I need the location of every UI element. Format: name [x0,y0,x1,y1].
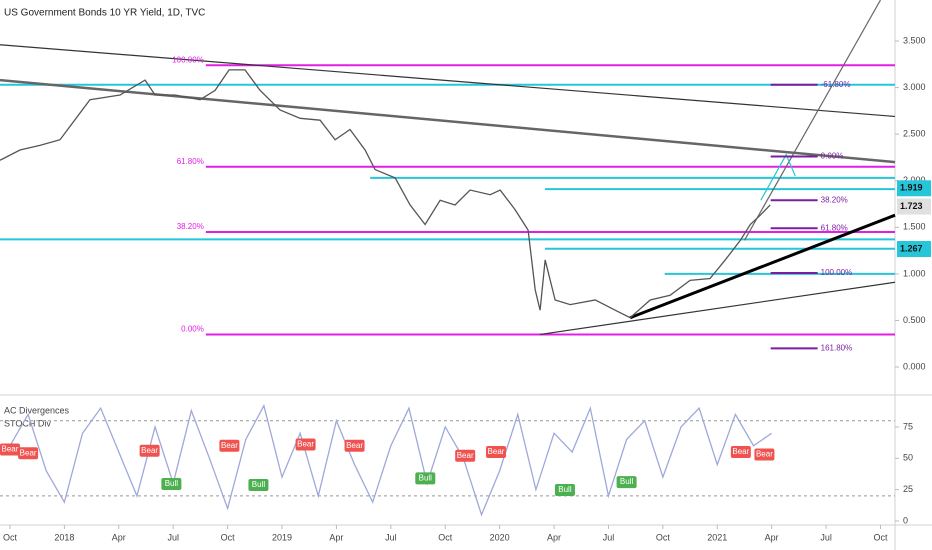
signal-marker [616,476,637,489]
fib-label: 61.80% [821,223,848,232]
signal-label: Bear [756,450,773,459]
signal-label: Bull [419,473,433,482]
trend-line [760,153,796,201]
signal-marker [730,446,751,459]
x-tick-label: 2018 [54,532,74,542]
fib-label: 0.00% [181,325,204,334]
x-tick-label: Jul [167,532,179,542]
x-tick-label: Apr [329,532,343,542]
signal-label: Bull [620,477,634,486]
x-tick-label: 2019 [272,532,292,542]
x-tick-label: Oct [3,532,18,542]
x-tick-label: Oct [438,532,453,542]
fib-label: 38.20% [177,222,204,231]
signal-label: Bull [252,480,266,489]
fib-label: 61.80% [177,157,204,166]
trend-line [0,44,896,118]
signal-label: Bear [457,451,474,460]
signal-marker [486,446,507,459]
signal-marker [415,472,436,485]
y-tick-label: 2.500 [903,129,926,139]
signal-label: Bear [346,441,363,450]
signal-marker [344,439,365,452]
x-tick-label: Apr [547,532,561,542]
fib-label: -61.80% [821,80,851,89]
signal-marker [295,438,316,451]
signal-label: Bear [488,447,505,456]
y-tick-label: 3.000 [903,82,926,92]
y-tick-label: 50 [903,453,913,463]
x-tick-label: Jul [820,532,832,542]
signal-marker [139,444,160,457]
x-tick-label: Jul [385,532,397,542]
x-tick-label: Oct [656,532,671,542]
trend-line [0,78,896,164]
trend-line [539,281,896,336]
price-label-box [897,241,931,258]
signal-label: Bear [141,446,158,455]
x-tick-label: Apr [112,532,126,542]
x-tick-label: Apr [765,532,779,542]
signal-marker [18,447,39,460]
price-label: 1.267 [900,243,923,253]
signal-marker [219,439,240,452]
indicator-label: AC Divergences [4,405,70,415]
trend-line [743,0,882,241]
signal-label: Bear [2,445,19,454]
price-label-box [897,180,931,197]
chart-title: US Government Bonds 10 YR Yield, 1D, TVC [4,8,205,19]
signal-marker [248,479,269,492]
fib-label: 100.00% [821,268,853,277]
x-tick-label: 2020 [490,532,510,542]
fib-label: 100.00% [172,55,204,64]
signal-label: Bull [558,485,572,494]
price-label: 1.919 [900,183,923,193]
signal-label: Bull [165,479,179,488]
fib-label: 161.80% [821,344,853,353]
signal-marker [455,449,476,462]
x-tick-label: Oct [221,532,236,542]
signal-label: Bear [20,448,37,457]
y-tick-label: 2.000 [903,175,926,185]
x-tick-label: 2021 [707,532,727,542]
series-line [0,69,771,319]
trend-line [629,213,896,320]
signal-marker [0,443,20,456]
fib-label: 0.00% [821,152,844,161]
signal-label: Bear [221,441,238,450]
signal-marker [754,448,775,461]
price-label: 1.723 [900,201,923,211]
y-tick-label: 0.500 [903,315,926,325]
x-tick-label: Oct [873,532,888,542]
y-tick-label: 75 [903,421,913,431]
x-tick-label: Jul [603,532,615,542]
fib-label: 38.20% [821,195,848,204]
price-label-box [897,198,931,215]
signal-marker [161,478,182,491]
y-tick-label: 0 [903,515,908,525]
series-line [9,403,773,517]
signal-label: Bear [297,440,314,449]
signal-label: Bear [732,447,749,456]
y-tick-label: 1.000 [903,268,926,278]
y-tick-label: 25 [903,484,913,494]
signal-marker [554,484,575,497]
y-tick-label: 3.500 [903,35,926,45]
y-tick-label: 1.500 [903,222,926,232]
y-tick-label: 0.000 [903,361,926,371]
indicator-label: STOCH Div [4,418,51,428]
